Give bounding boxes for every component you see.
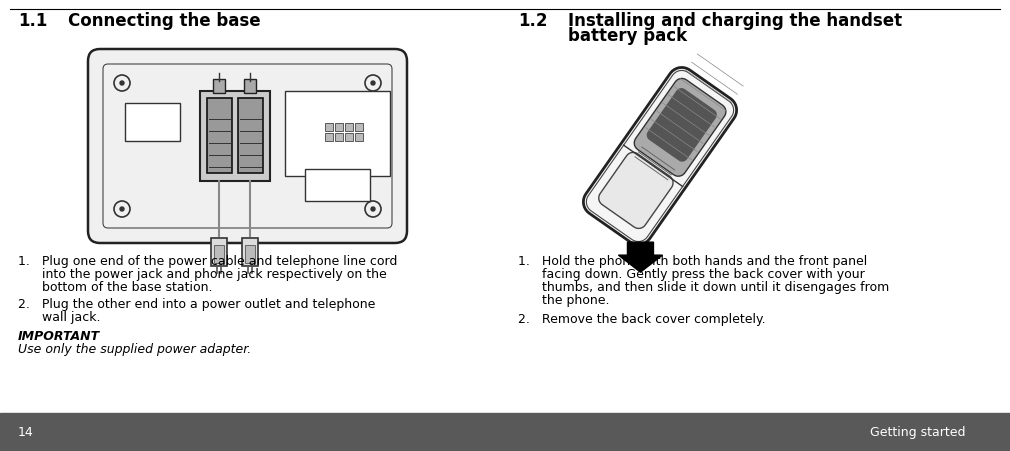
Text: 1.1: 1.1 [18, 12, 47, 30]
Bar [207, 99, 232, 174]
Text: bottom of the base station.: bottom of the base station. [18, 281, 212, 293]
Bar [325, 124, 333, 132]
Text: 1.   Hold the phone with both hands and the front panel: 1. Hold the phone with both hands and th… [518, 254, 868, 267]
Bar [213, 80, 225, 94]
Text: 1.   Plug one end of the power cable and telephone line cord: 1. Plug one end of the power cable and t… [18, 254, 397, 267]
Polygon shape [584, 68, 736, 245]
Text: Connecting the base: Connecting the base [68, 12, 261, 30]
FancyBboxPatch shape [88, 50, 407, 244]
Bar [355, 133, 363, 142]
Text: Use only the supplied power adapter.: Use only the supplied power adapter. [18, 342, 251, 355]
Bar [335, 133, 343, 142]
Bar [355, 124, 363, 132]
Text: wall jack.: wall jack. [18, 310, 101, 323]
Text: Installing and charging the handset: Installing and charging the handset [568, 12, 902, 30]
Text: IMPORTANT: IMPORTANT [18, 329, 100, 342]
Bar [238, 99, 263, 174]
Polygon shape [646, 89, 717, 162]
Bar [305, 170, 370, 202]
Bar [325, 133, 333, 142]
Text: facing down. Gently press the back cover with your: facing down. Gently press the back cover… [518, 267, 865, 281]
Bar [214, 245, 224, 263]
Text: Getting started: Getting started [870, 426, 966, 438]
Circle shape [120, 207, 124, 212]
Text: the phone.: the phone. [518, 293, 609, 306]
Bar [200, 92, 270, 182]
Text: 1.2: 1.2 [518, 12, 547, 30]
Text: thumbs, and then slide it down until it disengages from: thumbs, and then slide it down until it … [518, 281, 889, 293]
Text: battery pack: battery pack [568, 27, 687, 45]
Text: 14: 14 [18, 426, 33, 438]
Text: 2.   Plug the other end into a power outlet and telephone: 2. Plug the other end into a power outle… [18, 297, 376, 310]
Bar [345, 133, 353, 142]
Bar [242, 239, 258, 267]
Polygon shape [634, 79, 726, 177]
Bar [245, 245, 255, 263]
Bar [345, 124, 353, 132]
Bar [211, 239, 227, 267]
Bar [244, 80, 256, 94]
Bar [335, 124, 343, 132]
Circle shape [371, 207, 375, 212]
Bar [285, 92, 390, 177]
Bar [0, 413, 1010, 451]
Text: 2.   Remove the back cover completely.: 2. Remove the back cover completely. [518, 312, 766, 325]
Circle shape [371, 82, 375, 86]
Bar [125, 104, 180, 142]
Polygon shape [599, 153, 673, 229]
Circle shape [120, 82, 124, 86]
Text: into the power jack and phone jack respectively on the: into the power jack and phone jack respe… [18, 267, 387, 281]
Polygon shape [618, 243, 663, 272]
